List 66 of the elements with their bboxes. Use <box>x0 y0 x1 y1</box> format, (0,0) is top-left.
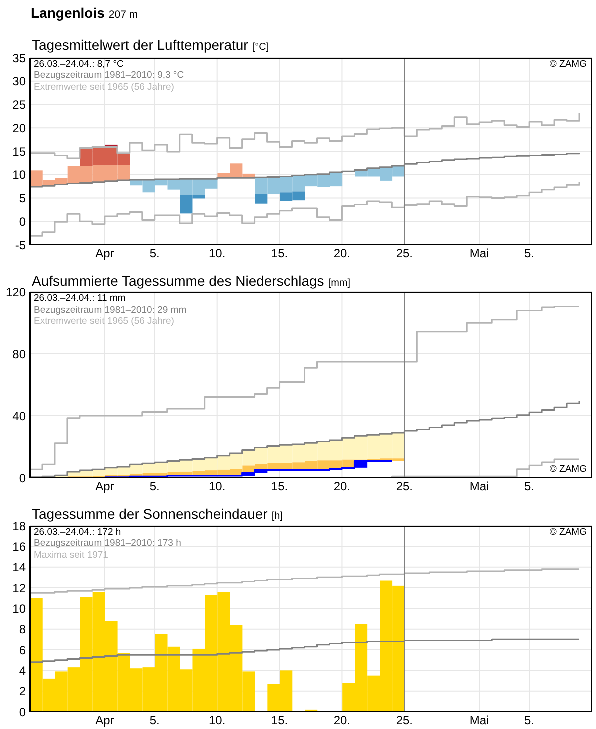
y-tick-label: 8 <box>19 622 26 636</box>
legend-title: 26.03.–24.04.: 172 h <box>34 526 122 538</box>
y-tick-label: 2 <box>19 684 26 698</box>
x-tick-label: 25. <box>396 480 414 494</box>
y-tick-label: 10 <box>12 601 26 616</box>
y-tick-label: 20 <box>12 120 26 135</box>
text: Extremwerte seit 1965 (56 Jahre) <box>34 82 174 93</box>
y-tick-label: -5 <box>15 238 26 252</box>
x-tick-label: Mai <box>470 246 490 260</box>
x-tick-label: 20. <box>334 246 351 260</box>
y-tick-label: 30 <box>12 74 26 88</box>
y-tick-label: 12 <box>12 580 26 595</box>
x-tick-label: Mai <box>470 713 490 728</box>
y-tick-label: 40 <box>12 409 26 424</box>
y-tick-label: 120 <box>6 285 26 300</box>
text: Langenlois <box>31 5 105 21</box>
x-tick-label: 5. <box>524 480 535 494</box>
x-tick-label: 15. <box>271 246 288 260</box>
y-tick-label: 18 <box>12 518 26 533</box>
x-tick-label: 5. <box>524 713 535 728</box>
x-tick-label: Mai <box>470 480 490 494</box>
y-tick-label: 6 <box>19 642 26 657</box>
y-tick-label: 10 <box>12 168 26 182</box>
y-tick-label: 0 <box>19 471 26 486</box>
y-tick-label: 25 <box>12 98 26 112</box>
x-tick-label: Apr <box>96 713 114 728</box>
x-tick-label: 5. <box>150 480 160 494</box>
annotation: © ZAMG <box>550 526 587 538</box>
x-tick-label: 10. <box>208 246 226 260</box>
y-tick-label: 5 <box>19 191 26 206</box>
text: Bezugszeitraum 1981–2010: 173 h <box>34 538 182 550</box>
x-tick-label: 20. <box>334 713 351 728</box>
x-tick-label: 5. <box>524 246 535 260</box>
legend-title: 26.03.–24.04.: 11 mm <box>34 293 126 304</box>
x-tick-label: Apr <box>96 480 114 494</box>
x-tick-label: 20. <box>334 480 351 494</box>
x-tick-label: 25. <box>396 246 414 260</box>
y-tick-label: 80 <box>12 347 26 362</box>
x-tick-label: 15. <box>271 480 288 494</box>
y-tick-label: 0 <box>19 214 26 228</box>
y-tick-label: 0 <box>19 704 26 719</box>
text: Bezugszeitraum 1981–2010: 9,3 °C <box>34 70 184 82</box>
y-axis-title: [h] <box>272 511 283 522</box>
text: Maxima seit 1971 <box>34 550 108 561</box>
y-tick-label: 14 <box>12 560 26 574</box>
y-axis-title: [mm] <box>328 278 351 289</box>
x-tick-label: 25. <box>396 713 414 728</box>
y-tick-label: 15 <box>12 144 26 158</box>
x-tick-label: 15. <box>271 713 288 728</box>
chart-title: Tagessumme der Sonnenscheindauer <box>32 506 268 522</box>
y-axis-title: [°C] <box>252 42 270 53</box>
text: Bezugszeitraum 1981–2010: 29 mm <box>34 304 187 316</box>
annotation: © ZAMG <box>550 58 587 70</box>
legend-title: 26.03.–24.04.: 8,7 °C <box>34 58 124 70</box>
text: 207 m <box>108 9 138 21</box>
x-tick-label: Apr <box>96 246 114 260</box>
y-tick-label: 16 <box>12 539 26 554</box>
y-tick-label: 4 <box>19 663 26 678</box>
x-tick-label: 10. <box>208 713 226 728</box>
x-tick-label: 5. <box>150 713 160 728</box>
chart-title: Tagesmittelwert der Lufttemperatur <box>32 37 248 53</box>
x-tick-label: 5. <box>150 246 160 260</box>
chart-title: Aufsummierte Tagessumme des Niederschlags <box>32 273 324 289</box>
text: Extremwerte seit 1965 (56 Jahre) <box>34 316 174 328</box>
x-tick-label: 10. <box>208 480 226 494</box>
y-tick-label: 35 <box>12 50 26 65</box>
